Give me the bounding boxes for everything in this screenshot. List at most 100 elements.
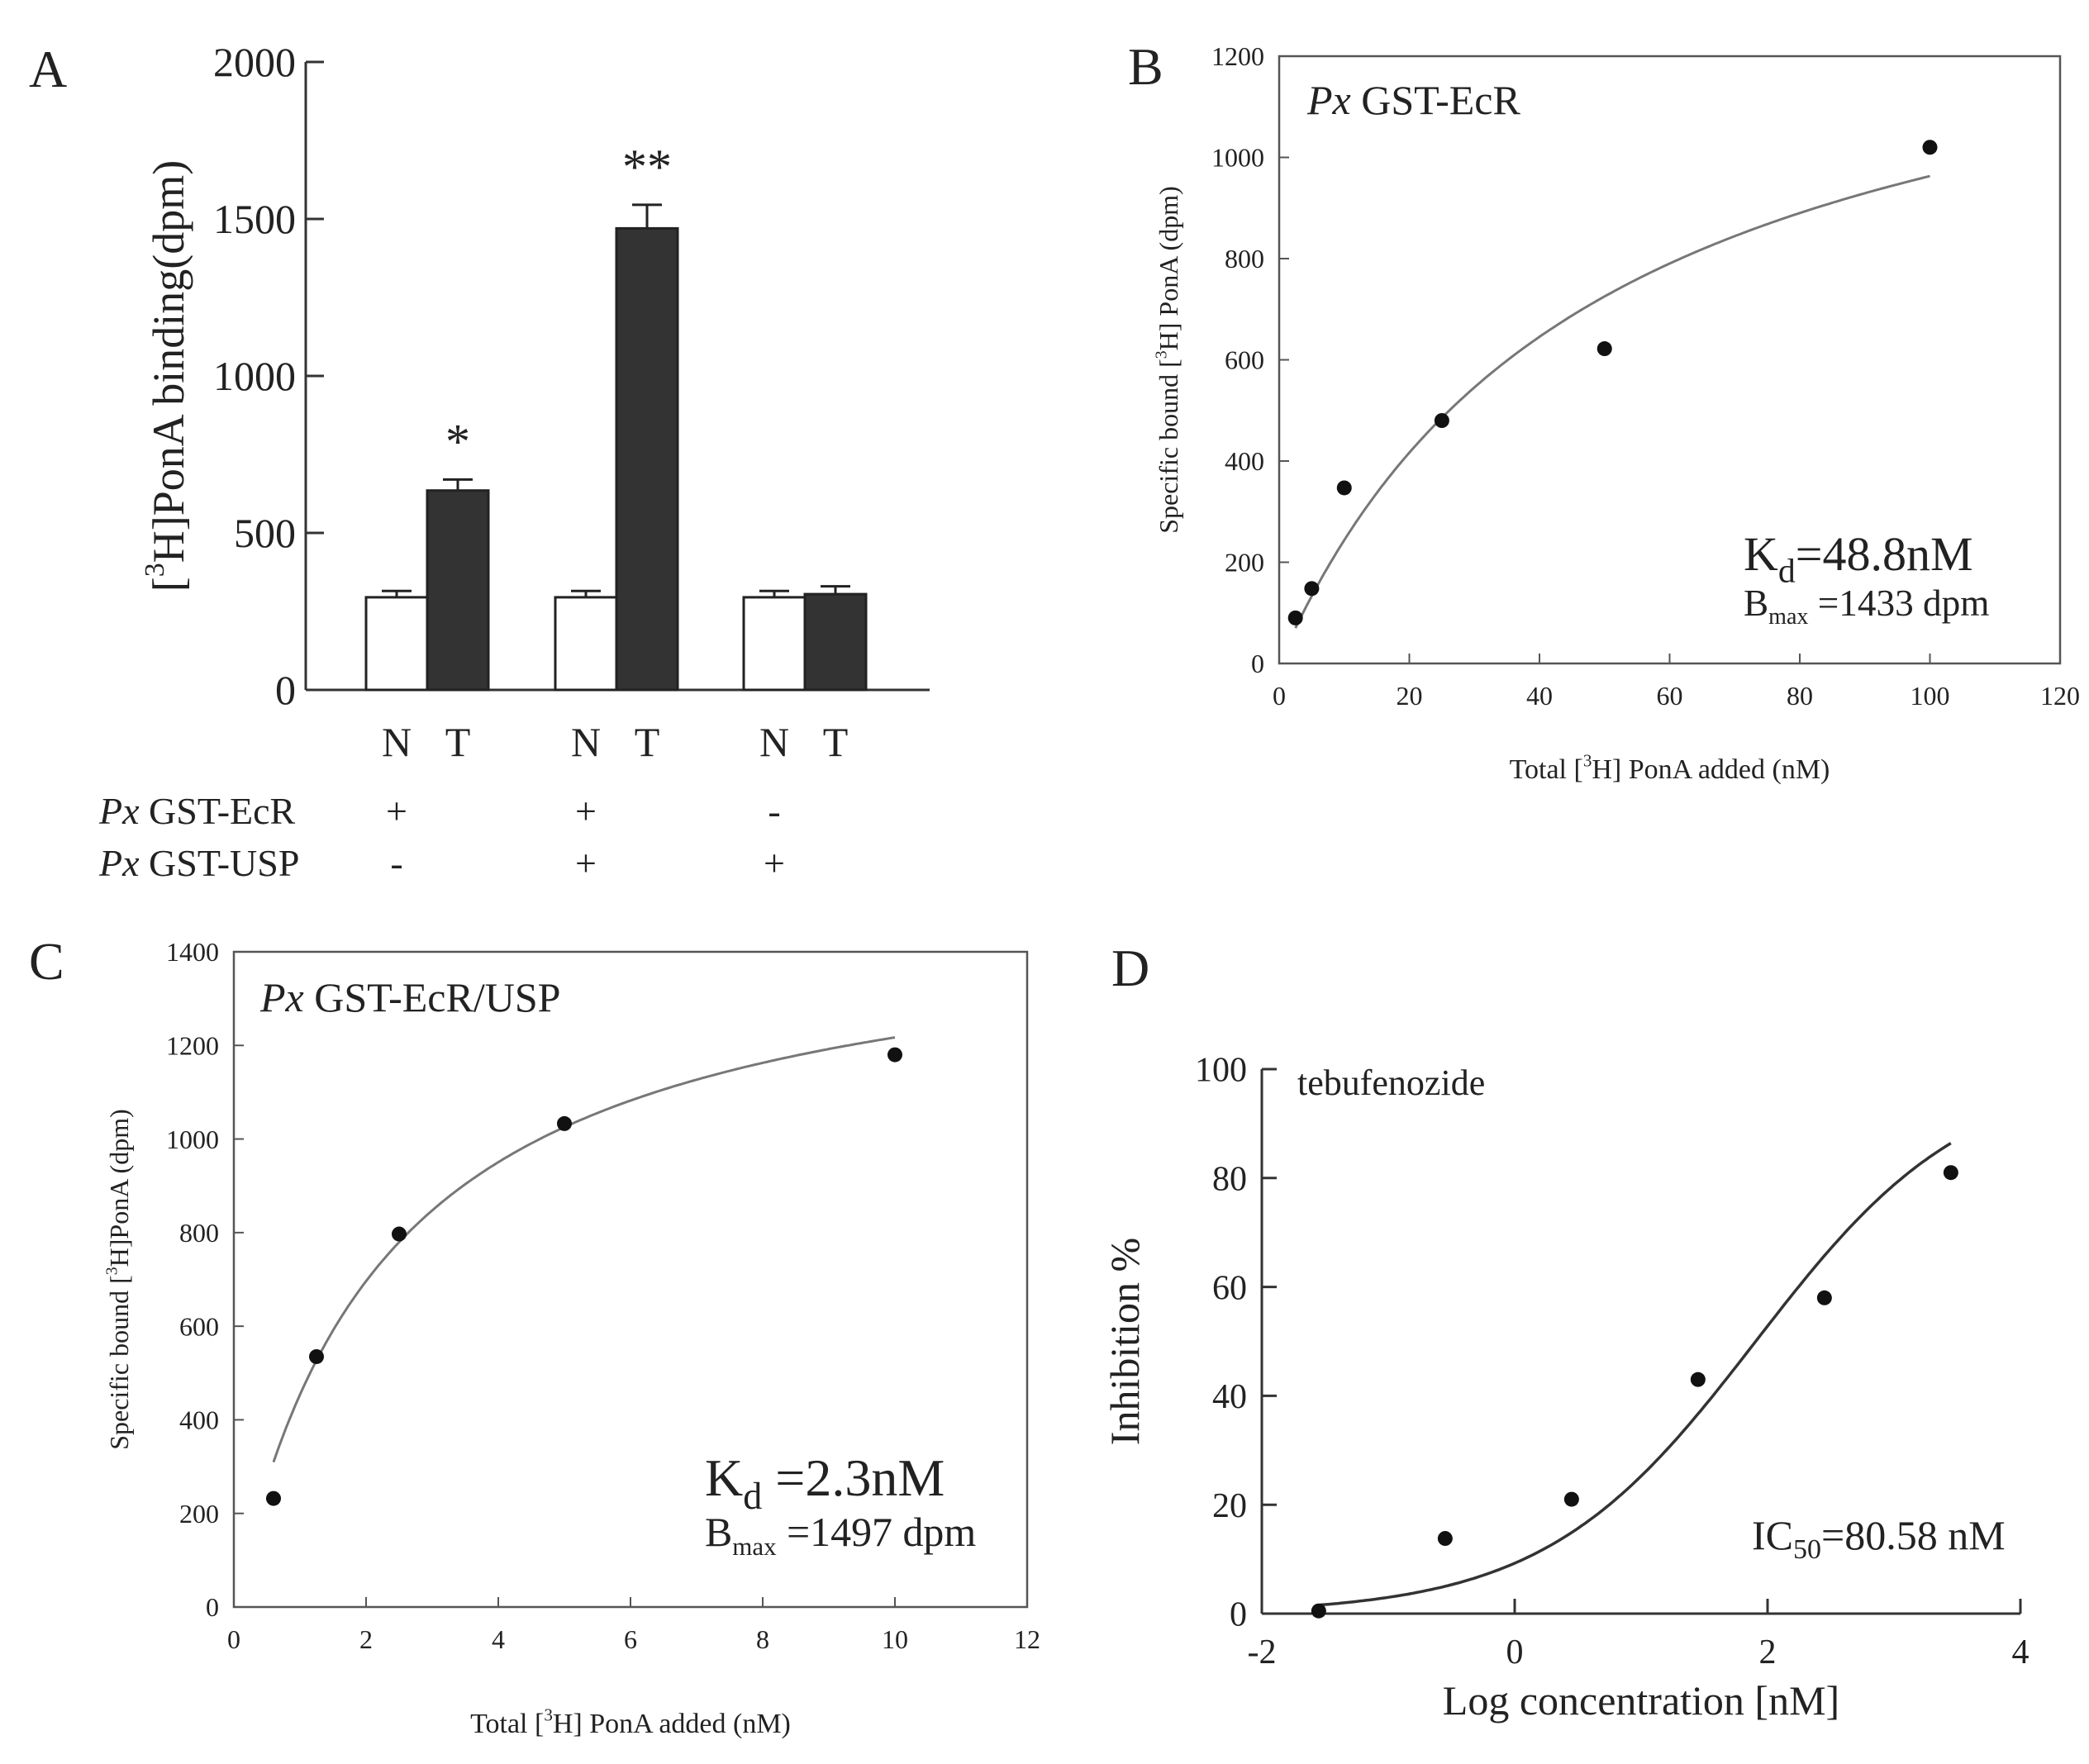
x-tick-label: 12 bbox=[1014, 1624, 1040, 1654]
y-tick-label: 60 bbox=[1212, 1269, 1247, 1307]
row-label-italic: Px bbox=[98, 790, 140, 832]
x-tick-label: 0 bbox=[1506, 1633, 1524, 1671]
y-axis-label: Specific bound [3H] PonA (dpm) bbox=[1153, 186, 1183, 534]
kd-value: =48.8nM bbox=[1796, 527, 1973, 581]
y-tick-label: 1200 bbox=[1211, 41, 1264, 71]
data-point bbox=[1434, 413, 1449, 428]
row-label-ecr: Px GST-EcR bbox=[98, 790, 296, 832]
panel-b: B0 20 40 60 80 100 120020040060080010001200Tot… bbox=[1128, 37, 2080, 785]
y-tick-label: 1500 bbox=[213, 196, 296, 242]
y-tick-label: 400 bbox=[179, 1405, 219, 1435]
kd-label: Kd=48.8nM bbox=[1744, 527, 1973, 591]
y-tick-label: 800 bbox=[179, 1218, 219, 1248]
y-tick-label: 2000 bbox=[213, 39, 296, 85]
x-category-label: N bbox=[382, 719, 412, 765]
y-label-text: H]PonA (dpm) bbox=[104, 1109, 134, 1267]
x-label-sup: 3 bbox=[544, 1705, 553, 1725]
kd-main: K bbox=[705, 1448, 743, 1507]
ecr-sign: + bbox=[575, 790, 597, 832]
x-category-label: T bbox=[445, 719, 471, 765]
y-tick-label: 100 bbox=[1195, 1052, 1247, 1090]
y-tick-label: 1000 bbox=[213, 353, 296, 399]
bmax-label: Bmax =1497 dpm bbox=[705, 1510, 976, 1561]
x-axis-label: Total [3H] PonA added (nM) bbox=[1510, 751, 1830, 785]
y-label-sup: 3 bbox=[140, 563, 170, 577]
panel-label-d: D bbox=[1111, 939, 1149, 997]
ecr-sign: - bbox=[768, 790, 780, 832]
panel-label-c: C bbox=[29, 932, 64, 991]
data-point bbox=[1943, 1165, 1958, 1181]
x-tick-label: 40 bbox=[1526, 681, 1553, 711]
y-tick-label: 600 bbox=[179, 1311, 219, 1341]
panel-label-b: B bbox=[1128, 37, 1163, 96]
fit-curve bbox=[272, 1036, 896, 1463]
bar-t bbox=[615, 226, 679, 692]
x-label-text: H] PonA added (nM) bbox=[1592, 754, 1830, 785]
kd-main: K bbox=[1744, 527, 1778, 581]
y-tick-label: 800 bbox=[1225, 244, 1264, 273]
panel-annotation: Px GST-EcR bbox=[1306, 77, 1520, 123]
usp-sign: - bbox=[390, 842, 402, 884]
x-category-label: N bbox=[759, 719, 789, 765]
y-tick-label: 500 bbox=[234, 510, 296, 556]
x-tick-label: 60 bbox=[1657, 681, 1683, 711]
row-label-italic: Px bbox=[98, 842, 140, 884]
y-tick-label: 1200 bbox=[166, 1030, 219, 1060]
bar-t bbox=[803, 592, 868, 692]
annotation-text: tebufenozide bbox=[1297, 1063, 1485, 1103]
x-tick-label: 0 bbox=[227, 1624, 240, 1654]
bar-n bbox=[742, 596, 807, 692]
y-tick-label: 600 bbox=[1225, 345, 1264, 375]
x-tick-label: 8 bbox=[756, 1624, 769, 1654]
ecr-sign: + bbox=[386, 790, 407, 832]
y-tick-label: 400 bbox=[1225, 446, 1264, 476]
annotation-text: GST-EcR/USP bbox=[304, 974, 561, 1020]
bmax-sub: max bbox=[732, 1532, 777, 1561]
data-point bbox=[557, 1115, 572, 1131]
y-tick-label: 0 bbox=[1251, 649, 1264, 678]
y-tick-label: 20 bbox=[1212, 1487, 1247, 1525]
ic50-main: IC bbox=[1752, 1512, 1793, 1558]
row-label-text: GST-USP bbox=[140, 842, 300, 884]
y-axis-label: Inhibition % bbox=[1102, 1238, 1148, 1445]
data-point bbox=[1336, 480, 1352, 496]
x-tick-label: 80 bbox=[1787, 681, 1813, 711]
y-tick-label: 200 bbox=[1225, 548, 1264, 578]
x-tick-label: 0 bbox=[1273, 681, 1286, 711]
x-category-label: T bbox=[823, 719, 849, 765]
data-point bbox=[1287, 610, 1303, 625]
x-tick-label: 100 bbox=[1911, 681, 1950, 711]
y-tick-label: 0 bbox=[206, 1592, 219, 1622]
y-label-text: H] PonA (dpm) bbox=[1154, 186, 1183, 350]
y-axis-label: Specific bound [3H]PonA (dpm) bbox=[103, 1109, 134, 1450]
bar-t bbox=[426, 489, 490, 692]
row-label-text: GST-EcR bbox=[140, 790, 296, 832]
panel-annotation: tebufenozide bbox=[1297, 1063, 1485, 1103]
y-label-text: [ bbox=[144, 577, 193, 592]
annotation-italic: Px bbox=[259, 974, 304, 1020]
panel-label-a: A bbox=[29, 40, 67, 98]
x-category-label: N bbox=[571, 719, 601, 765]
y-tick-label: 200 bbox=[179, 1499, 219, 1529]
kd-sub: d bbox=[743, 1475, 762, 1517]
usp-sign: + bbox=[764, 842, 785, 884]
x-tick-label: 2 bbox=[359, 1624, 373, 1654]
data-point bbox=[309, 1348, 324, 1364]
data-point bbox=[1816, 1290, 1832, 1305]
data-point bbox=[1596, 341, 1612, 357]
data-point bbox=[1304, 581, 1320, 597]
y-label-text: Specific bound [ bbox=[104, 1275, 134, 1450]
fit-curve bbox=[1294, 174, 1930, 629]
x-tick-label: -2 bbox=[1248, 1633, 1277, 1671]
data-point bbox=[1922, 140, 1938, 155]
bmax-main: B bbox=[705, 1510, 732, 1555]
x-tick-label: 10 bbox=[882, 1624, 908, 1654]
x-label-text: Total [ bbox=[1510, 754, 1583, 785]
bar-n bbox=[364, 596, 429, 692]
y-tick-label: 40 bbox=[1212, 1378, 1247, 1416]
y-tick-label: 1000 bbox=[166, 1124, 219, 1154]
data-point bbox=[392, 1226, 407, 1242]
bmax-value: =1497 dpm bbox=[777, 1510, 977, 1555]
